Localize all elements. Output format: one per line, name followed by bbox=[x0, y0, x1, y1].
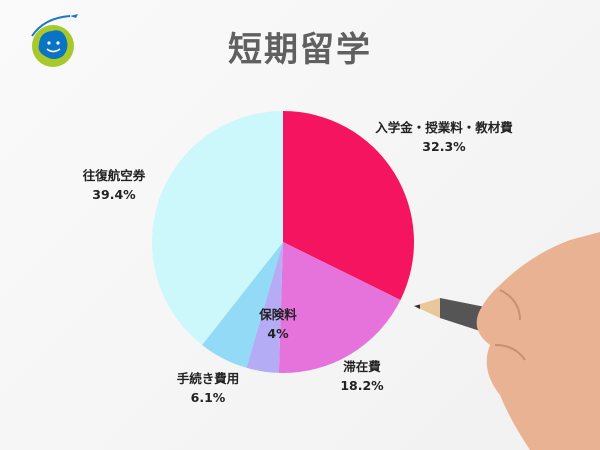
label-stay: 滞在費 18.2% bbox=[340, 357, 383, 395]
label-text: 往復航空券 bbox=[82, 168, 146, 183]
label-value: 39.4% bbox=[92, 187, 136, 202]
pie-slice-1 bbox=[278, 242, 401, 373]
pie-slice-2 bbox=[246, 242, 283, 373]
hand bbox=[476, 232, 600, 450]
label-text: 滞在費 bbox=[343, 359, 381, 374]
label-text: 手続き費用 bbox=[176, 371, 240, 386]
label-text: 入学金・授業料・教材費 bbox=[375, 120, 513, 135]
label-value: 18.2% bbox=[340, 378, 384, 393]
pie-slice-0 bbox=[283, 111, 414, 301]
label-tuition: 入学金・授業料・教材費 32.3% bbox=[375, 118, 513, 156]
label-value: 4% bbox=[267, 326, 289, 341]
label-value: 6.1% bbox=[190, 390, 226, 405]
pie-slice-4 bbox=[151, 110, 283, 346]
chart-title: 短期留学 bbox=[228, 30, 372, 70]
pie-slice-3 bbox=[202, 242, 283, 368]
label-procedure: 手続き費用 6.1% bbox=[177, 369, 240, 407]
label-airfare: 往復航空券 39.4% bbox=[83, 166, 146, 204]
logo-globe-icon bbox=[31, 14, 78, 67]
pencil-tip bbox=[414, 298, 440, 318]
label-text: 保険料 bbox=[259, 307, 297, 322]
hand-with-pencil bbox=[414, 232, 600, 450]
label-value: 32.3% bbox=[422, 139, 466, 154]
label-insurance: 保険料 4% bbox=[259, 305, 297, 343]
